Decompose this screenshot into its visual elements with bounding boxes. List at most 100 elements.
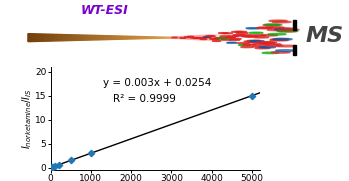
Point: [88, 152, 94, 155]
Ellipse shape: [235, 31, 247, 32]
Polygon shape: [95, 35, 97, 40]
Ellipse shape: [247, 40, 261, 41]
Polygon shape: [122, 36, 125, 39]
Point: [52, 165, 58, 168]
Polygon shape: [112, 36, 115, 39]
Text: R² = 0.9999: R² = 0.9999: [113, 94, 176, 104]
Ellipse shape: [264, 43, 281, 45]
Point: [249, 94, 255, 97]
Ellipse shape: [180, 36, 203, 39]
Ellipse shape: [178, 36, 199, 39]
Polygon shape: [120, 36, 122, 39]
Ellipse shape: [227, 42, 237, 43]
Ellipse shape: [230, 38, 241, 39]
Polygon shape: [61, 35, 64, 41]
Ellipse shape: [232, 31, 243, 32]
Point: [48, 166, 54, 169]
Ellipse shape: [193, 35, 226, 41]
Ellipse shape: [258, 42, 275, 44]
Polygon shape: [74, 35, 76, 40]
Polygon shape: [64, 35, 66, 41]
Ellipse shape: [239, 35, 252, 36]
Text: MS: MS: [305, 26, 343, 46]
Polygon shape: [148, 37, 151, 39]
Polygon shape: [82, 35, 84, 40]
Polygon shape: [153, 37, 156, 38]
Polygon shape: [79, 35, 82, 40]
Ellipse shape: [250, 40, 264, 42]
Ellipse shape: [278, 30, 298, 32]
Ellipse shape: [234, 35, 245, 36]
Polygon shape: [176, 37, 179, 38]
Polygon shape: [102, 36, 105, 40]
Polygon shape: [72, 35, 74, 41]
Ellipse shape: [191, 37, 197, 38]
Ellipse shape: [272, 21, 291, 23]
Ellipse shape: [253, 44, 268, 45]
Polygon shape: [36, 34, 38, 41]
Polygon shape: [130, 36, 133, 39]
Ellipse shape: [233, 34, 244, 35]
Polygon shape: [171, 37, 174, 38]
Polygon shape: [293, 45, 296, 55]
Polygon shape: [49, 34, 51, 41]
Polygon shape: [161, 37, 164, 38]
Ellipse shape: [168, 37, 181, 38]
Ellipse shape: [228, 36, 238, 37]
Ellipse shape: [256, 42, 271, 43]
Ellipse shape: [244, 41, 257, 42]
Polygon shape: [87, 35, 89, 40]
Y-axis label: $I_{norketamine}/I_{IS}$: $I_{norketamine}/I_{IS}$: [20, 88, 34, 149]
Ellipse shape: [196, 35, 230, 41]
Ellipse shape: [183, 36, 208, 40]
Polygon shape: [293, 20, 296, 30]
Polygon shape: [115, 36, 118, 39]
Text: y = 0.003x + 0.0254: y = 0.003x + 0.0254: [103, 77, 211, 88]
Ellipse shape: [172, 37, 177, 38]
Ellipse shape: [266, 45, 283, 46]
Polygon shape: [141, 37, 143, 39]
Polygon shape: [151, 37, 153, 38]
Ellipse shape: [273, 38, 292, 40]
Polygon shape: [76, 35, 79, 40]
Text: WT-ESI: WT-ESI: [81, 4, 128, 17]
Polygon shape: [97, 35, 99, 40]
Ellipse shape: [255, 47, 270, 49]
Ellipse shape: [252, 46, 267, 47]
Ellipse shape: [274, 28, 293, 30]
Ellipse shape: [224, 37, 234, 38]
Polygon shape: [43, 34, 46, 41]
Ellipse shape: [187, 36, 194, 37]
Ellipse shape: [246, 28, 260, 29]
Ellipse shape: [238, 45, 251, 46]
Ellipse shape: [211, 39, 219, 40]
Polygon shape: [143, 37, 146, 39]
Polygon shape: [105, 36, 107, 40]
Polygon shape: [46, 34, 49, 41]
Ellipse shape: [266, 27, 284, 28]
Ellipse shape: [225, 37, 236, 38]
Ellipse shape: [259, 47, 276, 48]
Polygon shape: [84, 35, 87, 40]
Ellipse shape: [221, 39, 231, 40]
Polygon shape: [166, 37, 169, 38]
Polygon shape: [69, 35, 72, 41]
Ellipse shape: [173, 37, 190, 39]
Polygon shape: [56, 34, 59, 41]
Polygon shape: [28, 34, 30, 42]
Ellipse shape: [251, 35, 266, 36]
Ellipse shape: [243, 44, 256, 45]
Ellipse shape: [279, 29, 299, 31]
Ellipse shape: [191, 35, 221, 40]
Ellipse shape: [245, 36, 258, 37]
Ellipse shape: [254, 37, 269, 38]
Polygon shape: [107, 36, 110, 40]
Polygon shape: [133, 36, 135, 39]
Ellipse shape: [275, 29, 294, 31]
Ellipse shape: [263, 24, 280, 26]
Ellipse shape: [270, 39, 288, 41]
Point: [56, 163, 61, 166]
Polygon shape: [41, 34, 43, 41]
Polygon shape: [118, 36, 120, 39]
Polygon shape: [156, 37, 158, 38]
